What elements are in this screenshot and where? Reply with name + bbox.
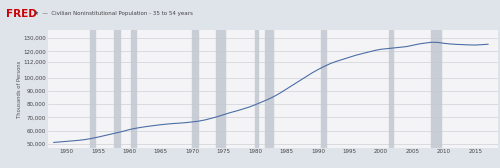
Bar (255, 30, 258, 148)
Bar (431, 30, 441, 148)
Bar (216, 30, 226, 148)
Bar (90, 30, 94, 148)
Bar (131, 30, 136, 148)
Bar (192, 30, 198, 148)
Bar (264, 30, 274, 148)
Bar (322, 30, 326, 148)
Text: ★  —  Civilian Noninstitutional Population - 35 to 54 years: ★ — Civilian Noninstitutional Population… (34, 11, 193, 16)
Y-axis label: Thousands of Persons: Thousands of Persons (17, 60, 22, 118)
Bar (389, 30, 393, 148)
Text: FRED: FRED (6, 9, 37, 19)
Bar (114, 30, 120, 148)
